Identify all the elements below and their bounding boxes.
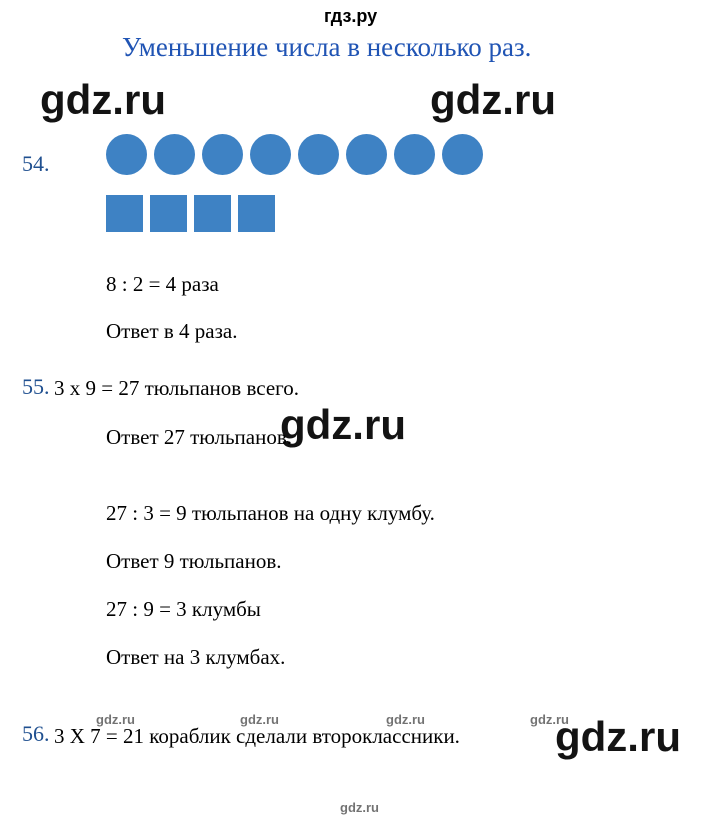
watermark-text: gdz.ru [555, 713, 681, 761]
watermark-small: gdz.ru [340, 800, 379, 815]
task55-line4: Ответ 9 тюльпанов. [106, 549, 282, 574]
page-title: Уменьшение числа в несколько раз. [122, 32, 531, 63]
circle-shape [250, 134, 291, 175]
squares-row [106, 195, 275, 232]
task-number-55: 55. [22, 374, 50, 400]
task-number-56: 56. [22, 721, 50, 747]
square-shape [106, 195, 143, 232]
task55-line6: Ответ на 3 клумбах. [106, 645, 285, 670]
task55-line3: 27 : 3 = 9 тюльпанов на одну клумбу. [106, 501, 435, 526]
task55-line1: 3 х 9 = 27 тюльпанов всего. [54, 376, 299, 401]
watermark-small: gdz.ru [530, 712, 569, 727]
circle-shape [202, 134, 243, 175]
circle-shape [298, 134, 339, 175]
square-shape [194, 195, 231, 232]
task55-line5: 27 : 9 = 3 клумбы [106, 597, 261, 622]
task55-line2: Ответ 27 тюльпанов. [106, 425, 292, 450]
task54-line1: 8 : 2 = 4 раза [106, 272, 219, 297]
site-label: гдз.ру [324, 6, 377, 27]
circle-shape [106, 134, 147, 175]
square-shape [150, 195, 187, 232]
circle-shape [346, 134, 387, 175]
watermark-text: gdz.ru [40, 76, 166, 124]
watermark-text: gdz.ru [430, 76, 556, 124]
circle-shape [442, 134, 483, 175]
task56-line1: 3 Х 7 = 21 кораблик сделали второклассни… [54, 724, 460, 749]
task-number-54: 54. [22, 151, 50, 177]
watermark-text: gdz.ru [280, 401, 406, 449]
circles-row [106, 134, 483, 175]
square-shape [238, 195, 275, 232]
circle-shape [154, 134, 195, 175]
circle-shape [394, 134, 435, 175]
task54-line2: Ответ в 4 раза. [106, 319, 238, 344]
